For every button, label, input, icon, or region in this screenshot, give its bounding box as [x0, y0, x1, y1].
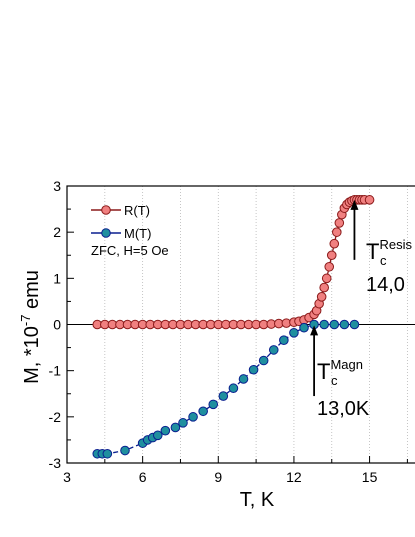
x-tick-label: 12 — [286, 469, 302, 485]
arrow-resis-head — [350, 199, 359, 210]
data-point — [324, 261, 335, 272]
data-point — [228, 383, 239, 394]
tc-resis-subscript: c — [380, 253, 387, 268]
data-point — [364, 195, 375, 205]
y-tick-label: 2 — [53, 224, 61, 240]
data-point — [238, 374, 249, 384]
legend-label: R(T) — [124, 203, 150, 218]
y-tick-label: 0 — [53, 317, 61, 333]
data-point — [329, 238, 340, 249]
legend: R(T) M(T) — [91, 203, 151, 241]
data-point — [321, 273, 332, 284]
x-tick-label: 9 — [214, 469, 222, 485]
data-point — [258, 355, 269, 366]
arrow-magn-head — [310, 325, 319, 336]
data-point — [299, 322, 309, 333]
series-line — [97, 323, 355, 455]
x-tick-label: 3 — [63, 469, 71, 485]
tc-magn-label: TMagn — [317, 357, 363, 384]
measurement-conditions-text: ZFC, H=5 Oe — [91, 243, 169, 258]
data-point — [208, 399, 219, 410]
data-point — [331, 227, 342, 237]
tc-magn-subscript: c — [331, 373, 338, 388]
data-point — [268, 345, 279, 355]
series-r-t — [92, 195, 375, 330]
x-tick-label: 6 — [139, 469, 147, 485]
series-layer — [92, 195, 375, 459]
tc-resis-value: 14,0 — [366, 274, 405, 296]
data-point — [326, 250, 337, 261]
y-tick-label: -2 — [49, 409, 62, 425]
series-m-t — [92, 319, 360, 459]
data-point — [120, 445, 130, 456]
y-tick-label: -3 — [49, 455, 62, 471]
data-point — [329, 319, 340, 330]
data-point — [248, 364, 259, 375]
data-point — [279, 335, 289, 345]
data-point — [152, 430, 163, 441]
y-tick-label: 1 — [53, 270, 61, 286]
data-point — [319, 282, 329, 293]
legend-marker — [101, 228, 111, 238]
data-point — [349, 319, 360, 330]
y-tick-label: -1 — [49, 363, 62, 379]
y-axis-label: M, *10-7 emu — [18, 270, 43, 384]
data-point — [170, 422, 181, 433]
legend-label: M(T) — [124, 226, 151, 241]
data-point — [289, 328, 299, 338]
data-point — [178, 418, 188, 428]
data-point — [188, 412, 198, 422]
x-tick-label: 15 — [362, 469, 378, 485]
legend-marker — [101, 205, 111, 215]
data-point — [334, 218, 345, 228]
data-point — [160, 425, 171, 436]
x-axis-label: T, K — [240, 489, 275, 511]
data-point — [316, 292, 327, 302]
tc-resis-label: TResis — [366, 237, 412, 264]
y-tick-label: 3 — [53, 178, 61, 194]
data-point — [198, 406, 208, 417]
data-point — [102, 448, 113, 459]
data-point — [218, 391, 229, 401]
data-point — [339, 319, 350, 330]
data-point — [319, 319, 329, 330]
tc-magn-value: 13,0K — [317, 398, 370, 420]
